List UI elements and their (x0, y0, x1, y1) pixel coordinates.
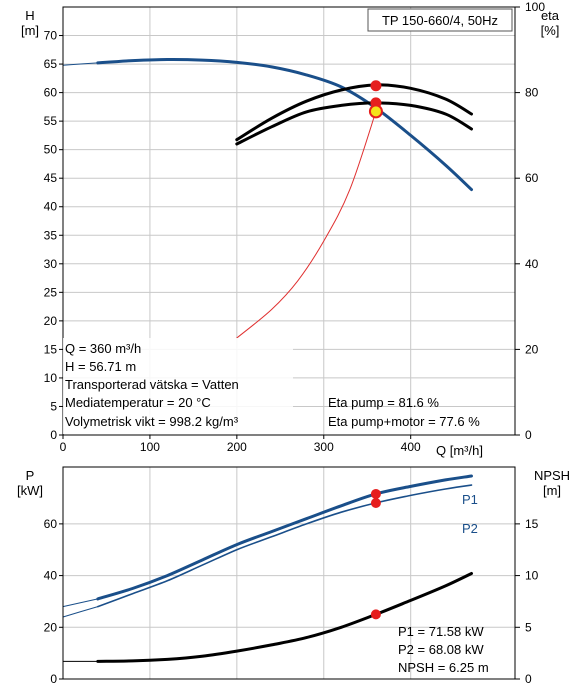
y-right-tick-label: 15 (525, 517, 539, 531)
top-chart: 0 100 200 300 400051015202530354045505560657… (21, 0, 560, 458)
y-right-tick-label: 80 (525, 86, 539, 100)
p2-point (370, 497, 381, 508)
top-plot-frame (62, 6, 516, 436)
y-left-tick-label: 0 (50, 672, 57, 686)
series-line (97, 484, 473, 608)
info-fluid: Transporterad vätska = Vatten (65, 377, 239, 392)
x-tick-label: 400 (401, 440, 421, 454)
y-left-tick-label: 20 (44, 314, 58, 328)
y-left-tick-label: 55 (44, 114, 58, 128)
chart-title-box (367, 8, 513, 32)
y-left-tick-label: 20 (44, 620, 58, 634)
info-q: Q = 360 m³/h (65, 341, 141, 356)
npsh-point (370, 609, 381, 620)
info-left: Q = 360 m³/h H = 56.71 m Transporterad v… (63, 338, 293, 434)
series-label-p1: P1 (462, 492, 478, 507)
series-line-extension (62, 598, 98, 608)
bottom-plot-frame (62, 466, 516, 680)
series-label-p2: P2 (462, 521, 478, 536)
y-left-tick-label: 25 (44, 285, 58, 299)
y-left-tick-label: 60 (44, 517, 58, 531)
y-left-tick-label: 10 (44, 371, 58, 385)
top-points (368, 80, 383, 119)
info-p1: P1 = 71.58 kW (398, 624, 484, 639)
y-right-tick-label: 0 (525, 672, 532, 686)
y-right-tick-label: 20 (525, 342, 539, 356)
bottom-points (370, 488, 381, 620)
top-ticks: 0 100 200 300 400051015202530354045505560657… (44, 0, 546, 454)
y-left-tick-label: 45 (44, 171, 58, 185)
y-right-tick-label: 60 (525, 171, 539, 185)
x-tick-label: 200 (227, 440, 247, 454)
chart-title: TP 150-660/4, 50Hz (382, 13, 498, 28)
bottom-info: P1 = 71.58 kW P2 = 68.08 kW NPSH = 6.25 … (398, 624, 489, 675)
info-density: Volymetrisk vikt = 998.2 kg/m³ (65, 414, 239, 429)
bottom-chart: 0 20 40 60 0 5 10 15 P [kW] NPSH [m] P1 P2 P1 =… (17, 466, 570, 686)
y-left-tick-label: 60 (44, 86, 58, 100)
y-left-symbol: H (25, 8, 34, 23)
y-left-tick-label: 50 (44, 143, 58, 157)
y-right-tick-label: 5 (525, 620, 532, 634)
info-h: H = 56.71 m (65, 359, 136, 374)
y-right-tick-label: 0 (525, 428, 532, 442)
info-right: Eta pump = 81.6 % Eta pump+motor = 77.6 … (328, 395, 480, 429)
series-line (235, 101, 473, 146)
series-line (96, 57, 473, 192)
info-eta-pump: Eta pump = 81.6 % (328, 395, 439, 410)
info-temp: Mediatemperatur = 20 °C (65, 395, 211, 410)
p-axis-unit: [kW] (17, 483, 43, 498)
p1-point (370, 488, 381, 499)
series-line (96, 474, 473, 601)
y-left-tick-label: 0 (50, 428, 57, 442)
y-left-tick-label: 30 (44, 257, 58, 271)
npsh-axis-unit: [m] (543, 483, 561, 498)
y-right-symbol: eta (541, 8, 560, 23)
x-tick-label: 0 (60, 440, 67, 454)
info-eta-pump-motor: Eta pump+motor = 77.6 % (328, 414, 480, 429)
series-line-extension (62, 606, 98, 618)
bottom-plot-area (63, 467, 515, 679)
y-left-tick-label: 5 (50, 399, 57, 413)
operating-point (368, 104, 383, 119)
y-left-tick-label: 35 (44, 228, 58, 242)
info-npsh: NPSH = 6.25 m (398, 660, 489, 675)
series-line-extension (62, 62, 98, 66)
y-left-tick-label: 70 (44, 29, 58, 43)
x-tick-label: 300 (314, 440, 334, 454)
top-series (62, 57, 473, 339)
x-axis-label: Q [m³/h] (436, 443, 483, 458)
x-tick-label: 100 (140, 440, 160, 454)
series-line (96, 572, 473, 663)
series-line (236, 110, 377, 339)
p-axis-symbol: P (26, 468, 35, 483)
y-right-tick-label: 40 (525, 257, 539, 271)
y-left-tick-label: 40 (44, 569, 58, 583)
y-right-tick-label: 100 (525, 0, 545, 14)
y-right-unit: [%] (541, 23, 560, 38)
y-left-unit: [m] (21, 23, 39, 38)
bottom-ticks: 0 20 40 60 0 5 10 15 (44, 517, 539, 686)
y-left-tick-label: 65 (44, 57, 58, 71)
bottom-series (62, 474, 473, 663)
eta-point (370, 80, 382, 92)
series-line (235, 83, 473, 142)
top-grid (63, 7, 515, 435)
y-left-tick-label: 15 (44, 342, 58, 356)
npsh-axis-symbol: NPSH (534, 468, 570, 483)
y-left-tick-label: 40 (44, 200, 58, 214)
info-p2: P2 = 68.08 kW (398, 642, 484, 657)
y-right-tick-label: 10 (525, 569, 539, 583)
